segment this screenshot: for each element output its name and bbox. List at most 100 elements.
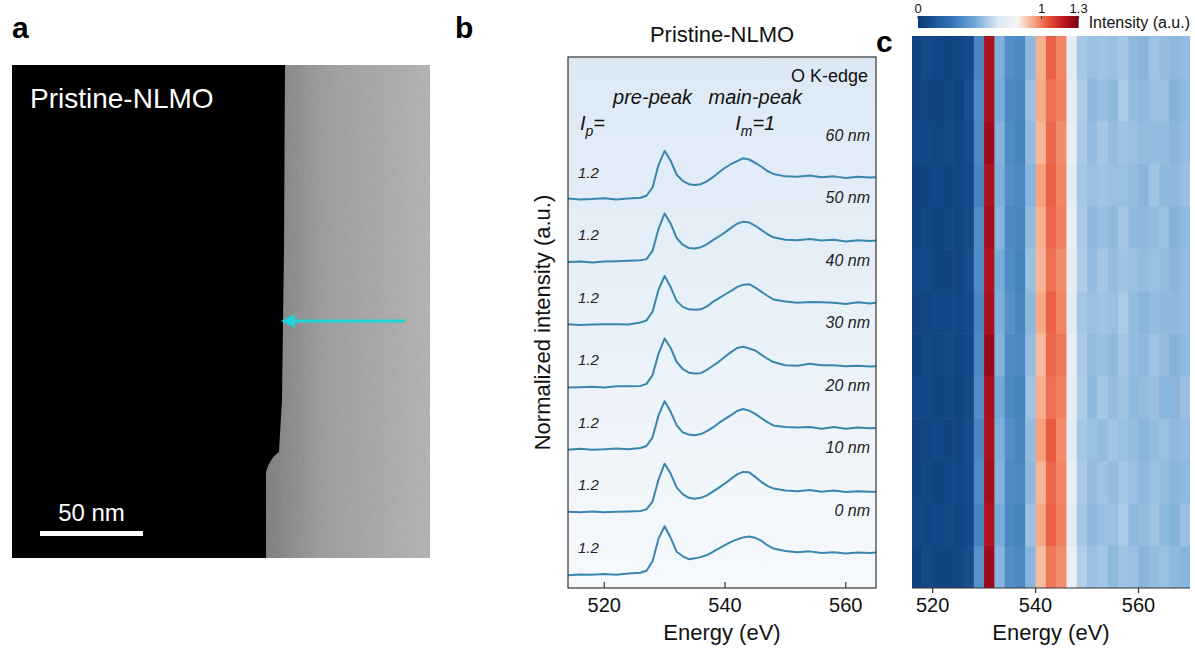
heatmap-cell [1128,503,1139,546]
heatmap-cell [1159,461,1170,504]
heatmap-cell [1036,291,1047,334]
heatmap-cell [1087,78,1098,121]
heatmap-cell [953,291,964,334]
heatmap-cell [912,248,923,291]
heatmap-cell [922,333,933,376]
panel-letter: a [12,11,29,44]
heatmap-cell [1128,376,1139,419]
plot-background [568,57,876,588]
colorbar-tick [918,16,919,19]
heatmap-cell [1015,546,1026,588]
heatmap-cell [984,418,995,461]
heatmap-cell [943,376,954,419]
heatmap-cell [912,206,923,249]
heatmap-cell [1118,376,1129,419]
heatmap-cell [933,503,944,546]
heatmap-cell [912,36,923,79]
colorbar-tick-label: 1 [1038,1,1045,16]
heatmap-cell [1180,163,1190,206]
heatmap-cell [963,333,974,376]
heatmap-cell [963,291,974,334]
heatmap-cell [994,121,1005,164]
heatmap-cell [1159,248,1170,291]
heatmap-cell [1180,503,1190,546]
heatmap-cell [953,546,964,588]
heatmap-cell [1046,291,1057,334]
heatmap-cell [1180,418,1190,461]
heatmap-cell [1005,461,1016,504]
heatmap-cell [953,78,964,121]
image-noise [266,65,430,558]
heatmap-cell [943,36,954,79]
heatmap-cell [963,163,974,206]
heatmap-cell [1097,503,1108,546]
heatmap-cell [943,78,954,121]
heatmap-cell [1159,121,1170,164]
heatmap-cell [1118,291,1129,334]
heatmap-cell [1066,418,1077,461]
heatmap-cell [1169,36,1180,79]
heatmap-cell [974,418,985,461]
heatmap-cell [933,333,944,376]
heatmap-cell [1108,248,1119,291]
heatmap-cell [994,291,1005,334]
heatmap-cell [1005,36,1016,79]
heatmap-cell [1025,546,1036,588]
heatmap-cell [984,333,995,376]
heatmap-cell [922,163,933,206]
heatmap-cell [1180,206,1190,249]
heatmap-cell [1025,503,1036,546]
heatmap-cell [963,36,974,79]
heatmap-cell [943,121,954,164]
heatmap-cell [1118,248,1129,291]
series-label: 30 nm [826,314,870,331]
heatmap-cell [1046,503,1057,546]
pre-peak-value: 1.2 [578,164,600,181]
heatmap-cell [963,546,974,588]
heatmap-cell [912,461,923,504]
heatmap-cell [1139,418,1150,461]
heatmap-cell [1077,291,1088,334]
series-label: 0 nm [834,502,870,519]
heatmap-cell [933,78,944,121]
colorbar-tick-label: 1.3 [1070,1,1088,16]
heatmap-cell [1056,376,1067,419]
x-tick-label: 540 [1019,594,1052,616]
heatmap-cell [953,333,964,376]
heatmap-group [912,36,1190,588]
scale-bar [40,531,143,536]
heatmap-cell [1077,163,1088,206]
heatmap-cell [984,163,995,206]
heatmap-cell [1149,78,1160,121]
heatmap-cell [943,163,954,206]
heatmap-cell [1056,206,1067,249]
heatmap-cell [1005,333,1016,376]
heatmap-cell [1046,78,1057,121]
heatmap-cell [1066,206,1077,249]
heatmap-cell [1087,163,1098,206]
heatmap-cell [933,461,944,504]
scan-arrow-head [281,314,295,328]
heatmap-cell [963,78,974,121]
heatmap-cell [933,546,944,588]
heatmap-cell [1087,291,1098,334]
pre-peak-label: pre-peak [612,86,693,108]
heatmap-cell [1149,418,1160,461]
heatmap-cell [984,36,995,79]
heatmap-cell [1128,121,1139,164]
heatmap-cell [953,206,964,249]
symbol-sub: p [585,123,594,139]
heatmap-cell [1159,333,1170,376]
heatmap-cell [1036,461,1047,504]
heatmap-cell [1108,206,1119,249]
x-tick [845,582,846,588]
heatmap-cell [1159,206,1170,249]
heatmap-cell [1066,333,1077,376]
heatmap-cell [1149,291,1160,334]
heatmap-cell [1077,546,1088,588]
heatmap-cell [1128,546,1139,588]
heatmap-cell [974,78,985,121]
x-tick-label: 560 [829,594,862,616]
heatmap-cell [1015,503,1026,546]
heatmap-cell [1015,333,1026,376]
